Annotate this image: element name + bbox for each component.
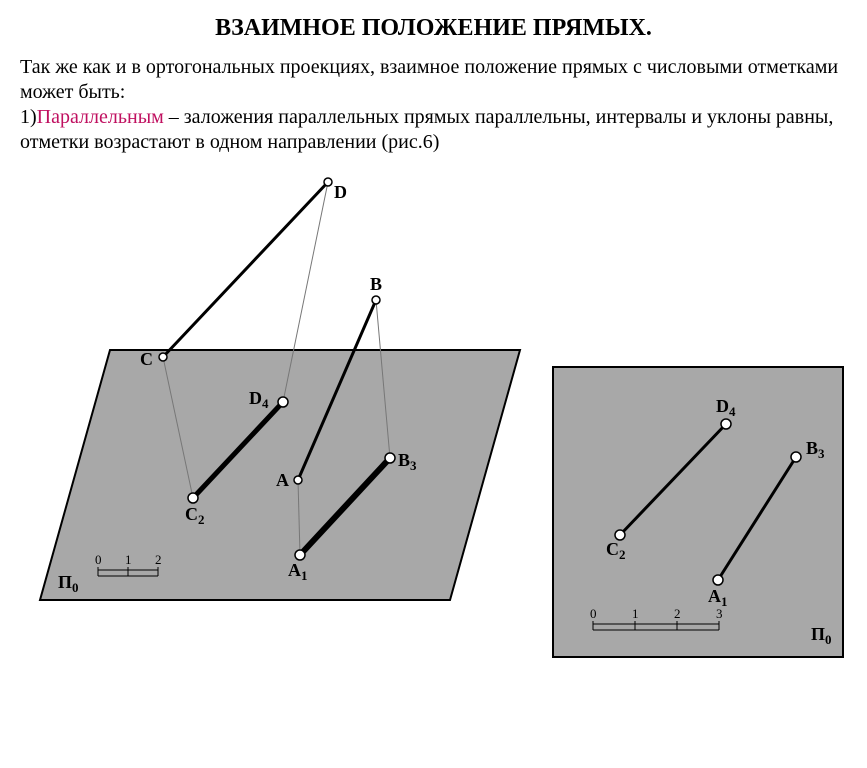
svg-text:C: C (140, 349, 153, 369)
svg-text:A: A (276, 470, 289, 490)
para-item-num: 1) (20, 106, 37, 128)
svg-text:1: 1 (632, 606, 639, 621)
svg-text:0: 0 (590, 606, 597, 621)
svg-text:0: 0 (95, 552, 102, 567)
svg-text:D: D (334, 182, 347, 202)
svg-text:3: 3 (716, 606, 723, 621)
para-line1: Так же как и в ортогональных проекциях, … (20, 56, 838, 103)
svg-text:1: 1 (125, 552, 132, 567)
figure-area: DCD4BB3C2AA1П0012 D4B3C2A1П00123 (0, 170, 867, 730)
svg-text:2: 2 (155, 552, 162, 567)
para-item-accent: Параллельным (37, 106, 164, 128)
body-paragraph: Так же как и в ортогональных проекциях, … (20, 55, 847, 155)
right-diagram: D4B3C2A1П00123 (548, 362, 848, 662)
page-title: ВЗАИМНОЕ ПОЛОЖЕНИЕ ПРЯМЫХ. (0, 15, 867, 42)
svg-text:B: B (370, 274, 382, 294)
svg-text:2: 2 (674, 606, 681, 621)
left-diagram: DCD4BB3C2AA1П0012 (20, 170, 540, 690)
